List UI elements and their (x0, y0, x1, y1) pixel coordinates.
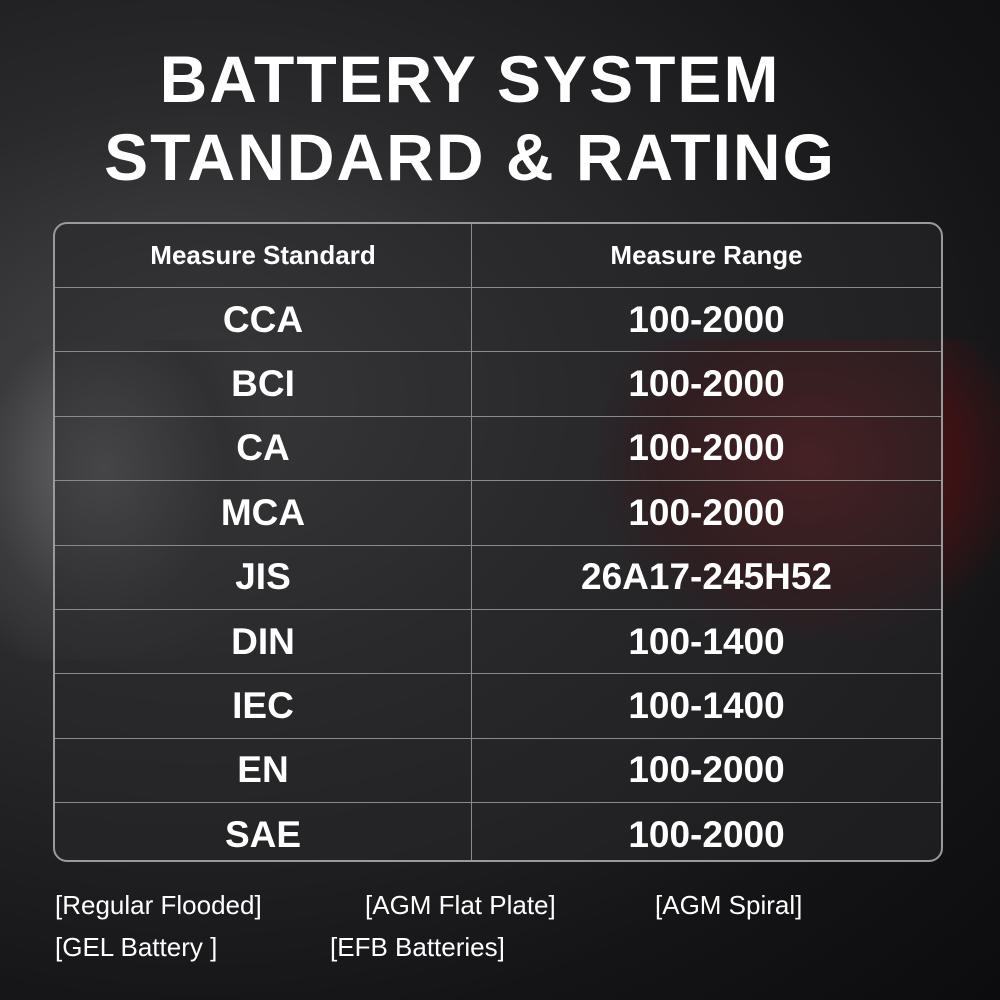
table: Measure Standard Measure Range CCA 100-2000… (53, 222, 943, 862)
battery-type: [GEL Battery ] (55, 932, 218, 962)
column-header: Measure Range (610, 240, 803, 270)
column-header: Measure Standard (55, 224, 472, 287)
table-cell: CA (55, 416, 472, 481)
table-cell: 100-2000 (628, 491, 785, 533)
table-cell: 100-1400 (628, 685, 785, 727)
table-cell: 100-2000 (628, 363, 785, 405)
title-line: STANDARD & RATING (104, 120, 836, 194)
table-cell: 26A17-245H52 (581, 556, 832, 598)
table-cell: 100-2000 (628, 298, 785, 340)
battery-type: [EFB Batteries] (330, 932, 505, 962)
table-cell: 100-2000 (628, 427, 785, 469)
battery-type: [AGM Flat Plate] (365, 890, 556, 920)
table-row: CA 100-2000 (55, 415, 941, 481)
table-cell: CCA (55, 288, 472, 352)
table-row: EN 100-2000 (55, 737, 941, 803)
title: BATTERY SYSTEM STANDARD & RATING (0, 40, 940, 196)
table-row: BCI 100-2000 (55, 351, 941, 416)
table-cell: MCA (55, 481, 472, 545)
battery-type: [AGM Spiral] (655, 890, 803, 920)
table-row: SAE 100-2000 (55, 802, 941, 860)
table-cell: JIS (55, 545, 472, 609)
header-row: Measure Standard Measure Range (55, 224, 941, 287)
table-cell: BCI (55, 352, 472, 416)
table-row: JIS 26A17-245H52 (55, 544, 941, 609)
table-cell: 100-2000 (628, 813, 785, 855)
table-cell: IEC (55, 674, 472, 738)
table-cell: EN (55, 738, 472, 803)
table-cell: SAE (55, 803, 472, 860)
table-row: IEC 100-1400 (55, 673, 941, 738)
title-line: BATTERY SYSTEM (159, 42, 781, 116)
battery-type: [Regular Flooded] (55, 890, 262, 920)
table-row: MCA 100-2000 (55, 480, 941, 545)
table-cell: 100-1400 (628, 620, 785, 662)
table-cell: DIN (55, 609, 472, 674)
table-row: CCA 100-2000 (55, 287, 941, 352)
table-row: DIN 100-1400 (55, 608, 941, 674)
table-cell: 100-2000 (628, 749, 785, 791)
